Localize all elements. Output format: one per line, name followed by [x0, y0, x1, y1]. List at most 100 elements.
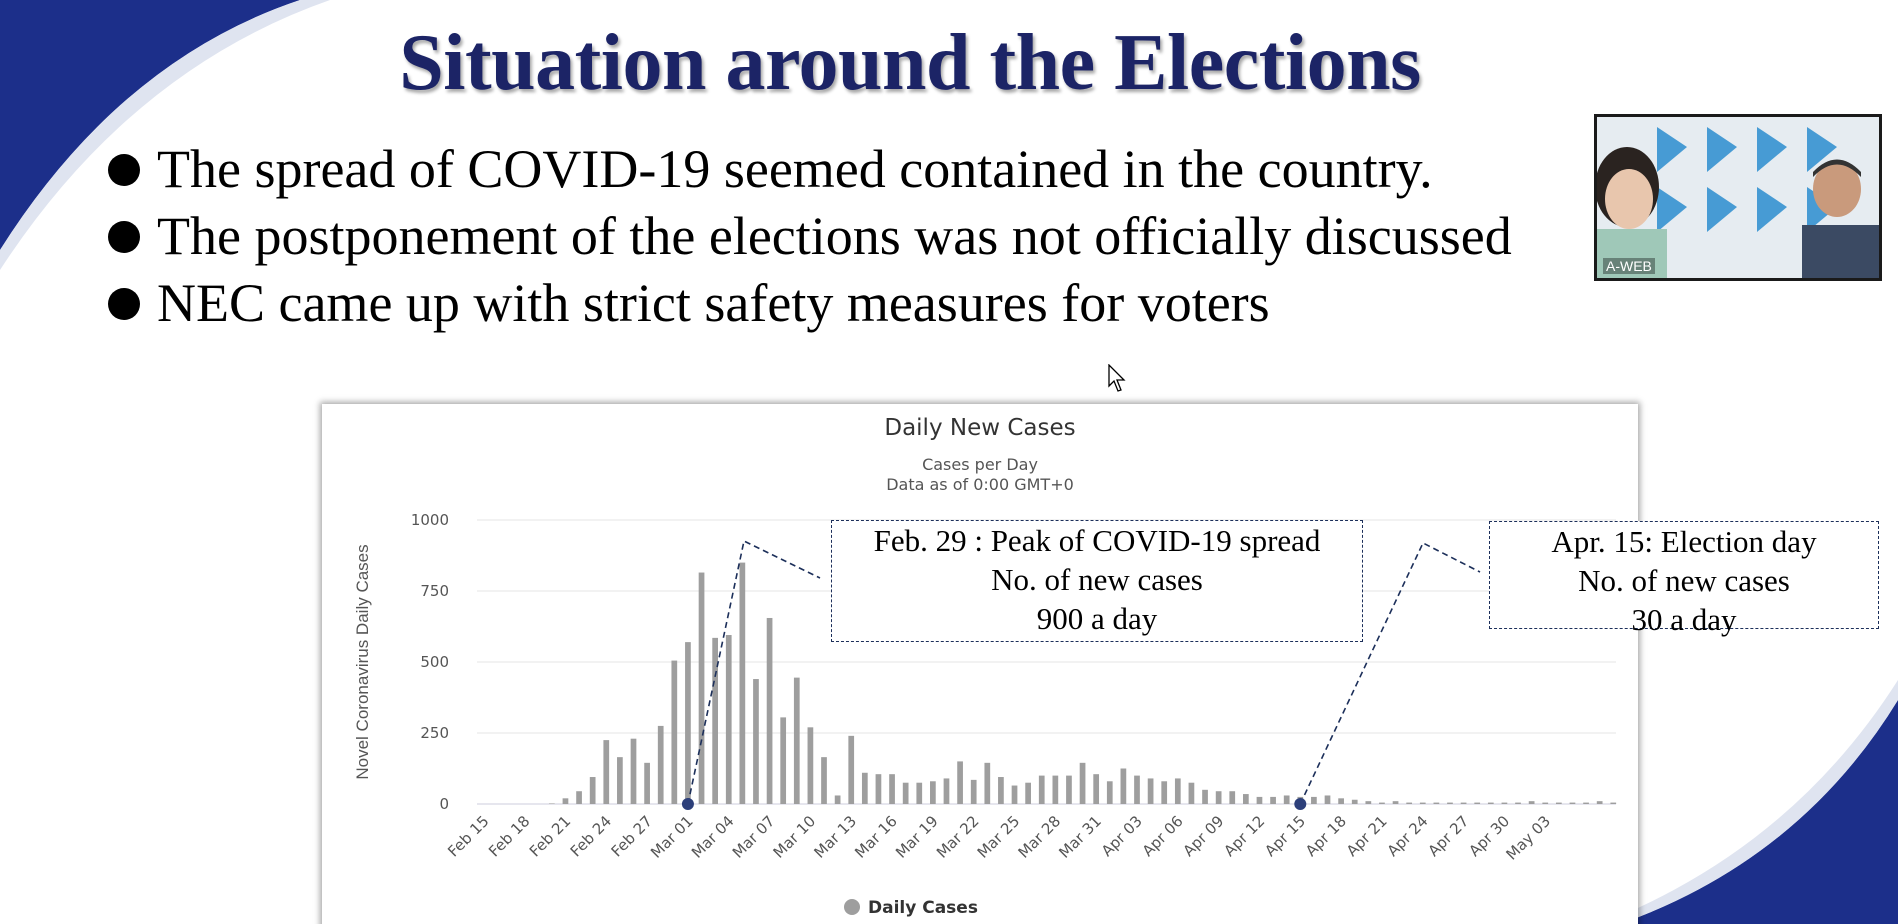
x-tick-label: Mar 31: [1055, 812, 1105, 862]
bullet-dot-icon: [108, 221, 140, 253]
bar: [916, 782, 923, 804]
bar: [753, 679, 759, 804]
bar: [943, 778, 950, 804]
bullet-dot-icon: [108, 288, 140, 320]
x-tick-label: May 03: [1503, 812, 1555, 864]
bar: [603, 740, 610, 804]
bar: [1283, 795, 1290, 804]
x-tick-label: Feb 18: [485, 812, 533, 860]
bar: [1270, 796, 1276, 804]
y-tick-label: 0: [439, 795, 449, 813]
bar: [617, 757, 623, 804]
bar: [1447, 802, 1453, 804]
x-tick-label: Apr 15: [1261, 812, 1309, 860]
bar: [902, 782, 909, 804]
peak-annotation-line2: No. of new cases: [991, 562, 1203, 597]
bar: [698, 572, 705, 804]
x-tick-label: Feb 15: [444, 812, 492, 860]
bullet-item: The postponement of the elections was no…: [108, 203, 1608, 270]
bar: [712, 637, 718, 804]
bar: [1161, 781, 1168, 804]
bar: [1610, 802, 1617, 804]
bar: [1419, 802, 1426, 804]
bar: [984, 762, 991, 804]
bar: [1474, 802, 1481, 804]
bar: [1542, 802, 1549, 804]
bar: [930, 781, 936, 804]
x-tick-label: Feb 27: [608, 812, 656, 860]
bar: [1569, 802, 1576, 804]
bar: [1188, 782, 1195, 804]
x-tick-label: Apr 12: [1220, 812, 1268, 860]
bullet-text: NEC came up with strict safety measures …: [157, 273, 1270, 333]
bar: [957, 761, 963, 804]
bar: [589, 777, 596, 804]
bar: [1338, 798, 1344, 804]
bar: [1052, 775, 1059, 804]
bar: [1256, 796, 1263, 804]
peak-annotation-line3: 900 a day: [1036, 601, 1158, 636]
bar: [875, 774, 882, 804]
chart-subtitle: Cases per Day: [922, 455, 1038, 474]
bar: [1066, 775, 1072, 804]
x-tick-label: Mar 16: [851, 812, 901, 862]
bar: [1379, 802, 1385, 804]
x-tick-label: Apr 18: [1302, 812, 1350, 860]
bar: [671, 660, 678, 804]
x-tick-label: Mar 22: [933, 812, 983, 862]
bar: [548, 803, 555, 804]
chart-subtitle: Data as of 0:00 GMT+0: [886, 475, 1074, 494]
bar: [1528, 801, 1535, 804]
bar: [970, 779, 977, 804]
x-tick-label: Apr 27: [1424, 812, 1472, 860]
x-tick-label: Mar 07: [729, 812, 779, 862]
bar: [644, 762, 650, 804]
bar: [1243, 794, 1249, 804]
bar: [1515, 802, 1521, 804]
bullet-text: The spread of COVID-19 seemed contained …: [157, 139, 1433, 199]
video-thumbnail[interactable]: A-WEB: [1594, 114, 1882, 281]
bar: [1093, 774, 1100, 804]
x-tick-label: Mar 01: [647, 812, 697, 862]
bullet-text: The postponement of the elections was no…: [157, 206, 1512, 266]
y-tick-label: 250: [420, 724, 449, 742]
x-tick-label: Mar 19: [892, 812, 942, 862]
x-tick-label: Mar 13: [810, 812, 860, 862]
participant-name-label: A-WEB: [1603, 258, 1655, 274]
bar: [889, 774, 895, 804]
x-tick-label: Apr 21: [1343, 812, 1391, 860]
x-tick-label: Apr 09: [1180, 812, 1228, 860]
bar: [1011, 785, 1018, 804]
bar: [1583, 802, 1589, 804]
bullet-item: NEC came up with strict safety measures …: [108, 270, 1608, 337]
bar: [576, 791, 582, 804]
peak-annotation: Feb. 29 : Peak of COVID-19 spread No. of…: [831, 520, 1363, 642]
election-annotation-line2: No. of new cases: [1578, 563, 1790, 598]
x-tick-label: Apr 24: [1384, 812, 1432, 860]
bar: [998, 777, 1004, 804]
bar: [1433, 802, 1440, 804]
x-tick-label: Feb 24: [567, 812, 615, 860]
bar: [1106, 781, 1113, 804]
bar: [1365, 801, 1372, 804]
bar: [657, 725, 664, 804]
bar: [1324, 795, 1331, 804]
bar: [630, 738, 637, 804]
mouse-cursor-icon: [1108, 364, 1126, 392]
bar: [1025, 782, 1031, 804]
y-tick-label: 500: [420, 653, 449, 671]
chart-card: Daily New Cases Cases per Day Data as of 0…: [322, 404, 1638, 924]
bar: [793, 677, 800, 804]
bar: [1555, 802, 1562, 804]
bar: [739, 562, 746, 804]
election-annotation: Apr. 15: Election day No. of new cases 3…: [1489, 521, 1879, 637]
x-tick-label: Mar 28: [1015, 812, 1065, 862]
bullet-item: The spread of COVID-19 seemed contained …: [108, 136, 1608, 203]
bar: [725, 635, 732, 804]
bar: [766, 617, 773, 804]
bar: [1202, 789, 1208, 804]
bar: [1174, 778, 1181, 804]
